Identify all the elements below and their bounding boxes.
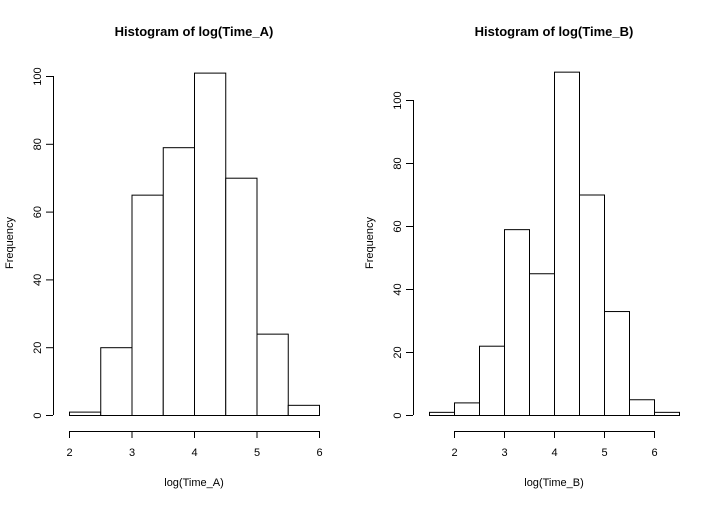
- chart-title: Histogram of log(Time_B): [475, 24, 634, 39]
- y-axis-label: Frequency: [364, 217, 376, 269]
- y-tick-label: 80: [392, 157, 404, 169]
- y-tick-label: 20: [32, 342, 44, 354]
- histogram-bar: [69, 411, 102, 416]
- y-tick-label: 20: [392, 346, 404, 358]
- y-tick-label: 40: [392, 283, 404, 295]
- x-axis-label: log(Time_B): [524, 477, 584, 489]
- y-tick-label: 60: [392, 220, 404, 232]
- histogram-bar: [194, 72, 227, 417]
- histogram-bar: [162, 147, 195, 416]
- x-tick-label: 4: [551, 447, 557, 459]
- x-tick-label: 6: [316, 447, 322, 459]
- histogram-bar: [100, 347, 133, 417]
- histogram-bar: [429, 411, 455, 417]
- y-tick-label: 100: [32, 67, 44, 85]
- histogram-bar: [504, 229, 530, 416]
- histogram-bar: [579, 194, 605, 416]
- histogram-bar: [554, 71, 580, 417]
- histogram-bar: [131, 194, 164, 416]
- y-axis-label: Frequency: [4, 217, 16, 269]
- histogram-bar: [529, 273, 555, 416]
- x-tick-label: 2: [66, 447, 72, 459]
- x-tick-label: 2: [451, 447, 457, 459]
- x-tick-label: 5: [601, 447, 607, 459]
- chart-title: Histogram of log(Time_A): [115, 24, 274, 39]
- y-tick-label: 100: [392, 91, 404, 109]
- histogram-bar: [654, 411, 680, 417]
- histogram-bar: [479, 345, 505, 417]
- y-tick-label: 80: [32, 138, 44, 150]
- x-tick-label: 5: [254, 447, 260, 459]
- histogram-bar: [256, 333, 289, 417]
- x-tick-label: 6: [651, 447, 657, 459]
- histogram-panel-time-a: Histogram of log(Time_A) log(Time_A) Fre…: [4, 24, 323, 489]
- x-tick-label: 3: [129, 447, 135, 459]
- histogram-bar: [454, 402, 480, 416]
- histogram-bar: [225, 177, 258, 416]
- x-tick-label: 3: [501, 447, 507, 459]
- histogram-bar: [604, 311, 630, 416]
- y-tick-label: 0: [392, 412, 404, 418]
- y-tick-label: 40: [32, 274, 44, 286]
- y-tick-label: 60: [32, 206, 44, 218]
- y-tick-label: 0: [32, 412, 44, 418]
- x-axis-label: log(Time_A): [164, 477, 224, 489]
- histogram-panel-time-b: Histogram of log(Time_B) log(Time_B) Fre…: [364, 24, 680, 489]
- histogram-bar: [287, 404, 320, 416]
- histogram-bar: [629, 399, 655, 416]
- x-tick-label: 4: [191, 447, 197, 459]
